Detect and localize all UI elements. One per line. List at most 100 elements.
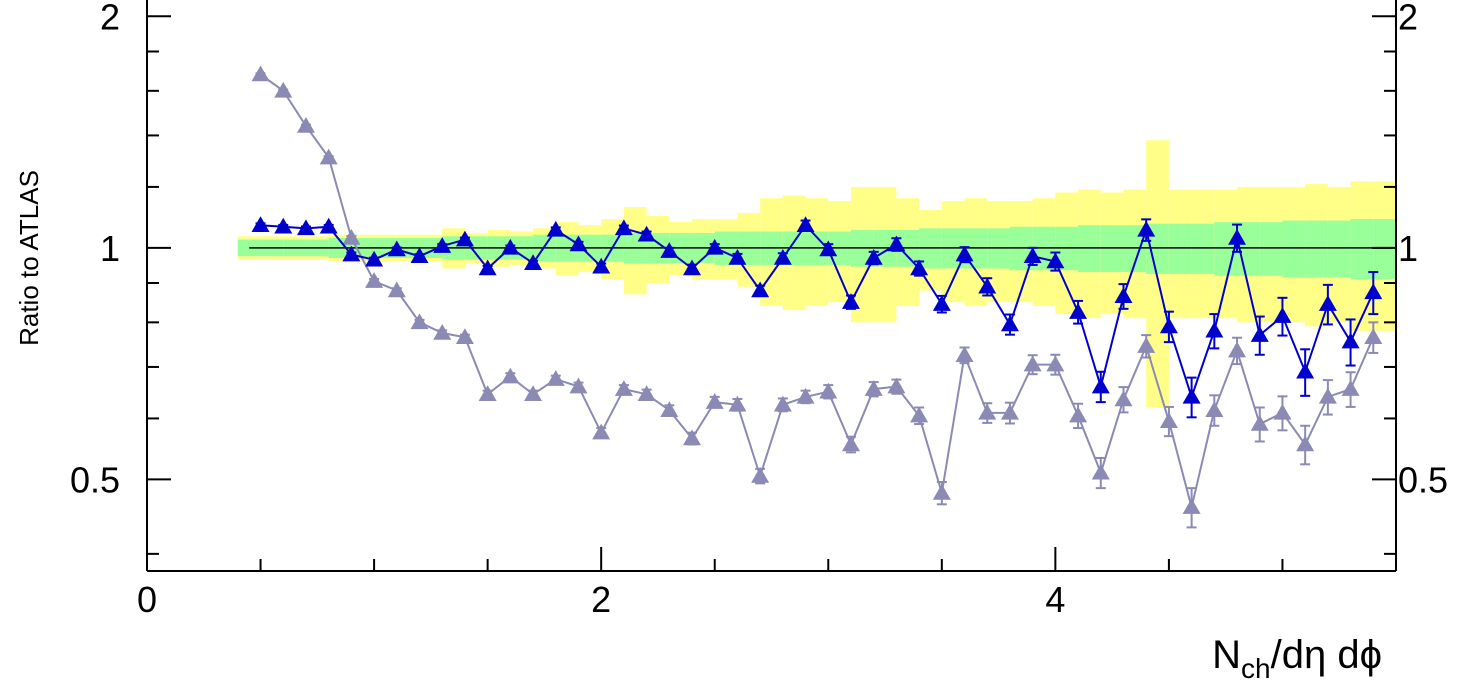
data-point-marker — [546, 370, 565, 386]
data-point-marker — [1296, 435, 1315, 452]
data-point-marker — [1091, 463, 1110, 480]
y-right-tick-label: 0.5 — [1398, 459, 1448, 500]
data-point-marker — [387, 281, 406, 298]
data-point-marker — [1159, 412, 1178, 428]
data-point-marker — [433, 323, 452, 340]
data-point-marker — [319, 148, 338, 165]
data-point-marker — [887, 377, 906, 394]
x-axis-label-base: N — [1212, 633, 1241, 677]
data-point-marker — [1023, 247, 1042, 264]
data-point-marker — [274, 217, 293, 234]
data-point-marker — [819, 240, 838, 257]
data-point-marker — [660, 242, 679, 258]
inner-band-bin — [1100, 225, 1124, 273]
data-point-marker — [1046, 355, 1065, 372]
series-a — [251, 216, 1383, 419]
data-point-marker — [614, 219, 633, 236]
data-point-marker — [660, 401, 679, 417]
data-point-marker — [705, 393, 724, 409]
data-point-marker — [1137, 337, 1156, 353]
inner-band-bin — [1327, 220, 1351, 278]
data-point-marker — [410, 247, 429, 264]
data-point-marker — [1250, 415, 1269, 431]
data-point-marker — [1000, 315, 1019, 332]
data-point-marker — [637, 225, 656, 242]
inner-band-bin — [1350, 219, 1374, 280]
data-point-marker — [1205, 401, 1224, 417]
inner-band-bin — [1282, 220, 1306, 278]
data-point-marker — [455, 328, 474, 345]
data-point-marker — [1341, 380, 1360, 396]
x-tick-label: 4 — [1045, 579, 1065, 620]
data-point-marker — [1273, 307, 1292, 323]
data-point-marker — [864, 380, 883, 396]
data-point-marker — [978, 403, 997, 420]
inner-band-bin — [1373, 219, 1396, 280]
data-point-marker — [796, 216, 815, 232]
data-point-marker — [955, 346, 974, 362]
data-point-marker — [1318, 295, 1337, 311]
data-point-marker — [887, 235, 906, 252]
data-point-marker — [524, 385, 543, 402]
data-point-marker — [773, 248, 792, 265]
data-point-marker — [501, 367, 520, 384]
data-point-marker — [1182, 387, 1201, 404]
series-b — [251, 65, 1383, 529]
data-point-marker — [1000, 403, 1019, 420]
data-point-marker — [1318, 387, 1337, 404]
y-tick-label: 1 — [100, 228, 120, 269]
axis-tick-labels: 0 2 4 0.5 1 2 0.5 1 2 — [70, 0, 1448, 620]
data-point-marker — [296, 117, 315, 133]
data-point-marker — [955, 245, 974, 262]
data-point-marker — [1205, 321, 1224, 338]
data-point-marker — [1296, 362, 1315, 379]
data-point-marker — [728, 248, 747, 265]
data-point-marker — [1137, 220, 1156, 237]
data-point-marker — [455, 230, 474, 247]
data-point-marker — [1046, 252, 1065, 269]
data-point-marker — [387, 240, 406, 257]
y-right-tick-label: 1 — [1398, 228, 1418, 269]
data-point-marker — [1182, 498, 1201, 514]
data-point-marker — [1069, 303, 1088, 319]
data-point-marker — [1114, 390, 1133, 407]
data-point-marker — [819, 382, 838, 399]
y-right-tick-label: 2 — [1398, 0, 1418, 37]
data-point-marker — [751, 467, 770, 483]
inner-band-bin — [1305, 220, 1328, 278]
data-point-marker — [773, 395, 792, 412]
data-point-marker — [683, 429, 702, 446]
data-point-marker — [1228, 228, 1247, 245]
x-axis-label: Nch/dη dϕ — [1212, 633, 1382, 684]
x-tick-label: 0 — [137, 579, 157, 620]
data-point-marker — [1364, 283, 1383, 300]
data-point-marker — [1069, 406, 1088, 423]
axis-ticks — [146, 15, 1397, 571]
data-point-marker — [478, 385, 497, 402]
data-point-marker — [478, 259, 497, 276]
data-point-marker — [569, 235, 588, 252]
data-point-marker — [433, 237, 452, 253]
data-point-marker — [319, 217, 338, 234]
inner-band-bin — [1191, 223, 1215, 274]
data-point-marker — [274, 81, 293, 98]
data-point-marker — [1341, 332, 1360, 349]
data-point-marker — [296, 219, 315, 236]
data-point-marker — [569, 377, 588, 394]
data-point-marker — [1228, 341, 1247, 358]
data-point-marker — [1364, 328, 1383, 345]
inner-band-bin — [1259, 222, 1283, 276]
x-axis-label-rest: /dη dϕ — [1271, 633, 1382, 677]
uncertainty-bands — [237, 140, 1396, 408]
data-point-marker — [796, 387, 815, 404]
data-point-marker — [841, 293, 860, 309]
y-tick-label: 2 — [100, 0, 120, 37]
data-point-marker — [546, 220, 565, 237]
plot-frame — [146, 0, 1397, 572]
data-point-marker — [683, 259, 702, 276]
data-point-marker — [841, 435, 860, 452]
data-point-marker — [978, 277, 997, 294]
data-point-marker — [637, 385, 656, 402]
data-point-marker — [1023, 355, 1042, 372]
data-point-marker — [1159, 317, 1178, 334]
